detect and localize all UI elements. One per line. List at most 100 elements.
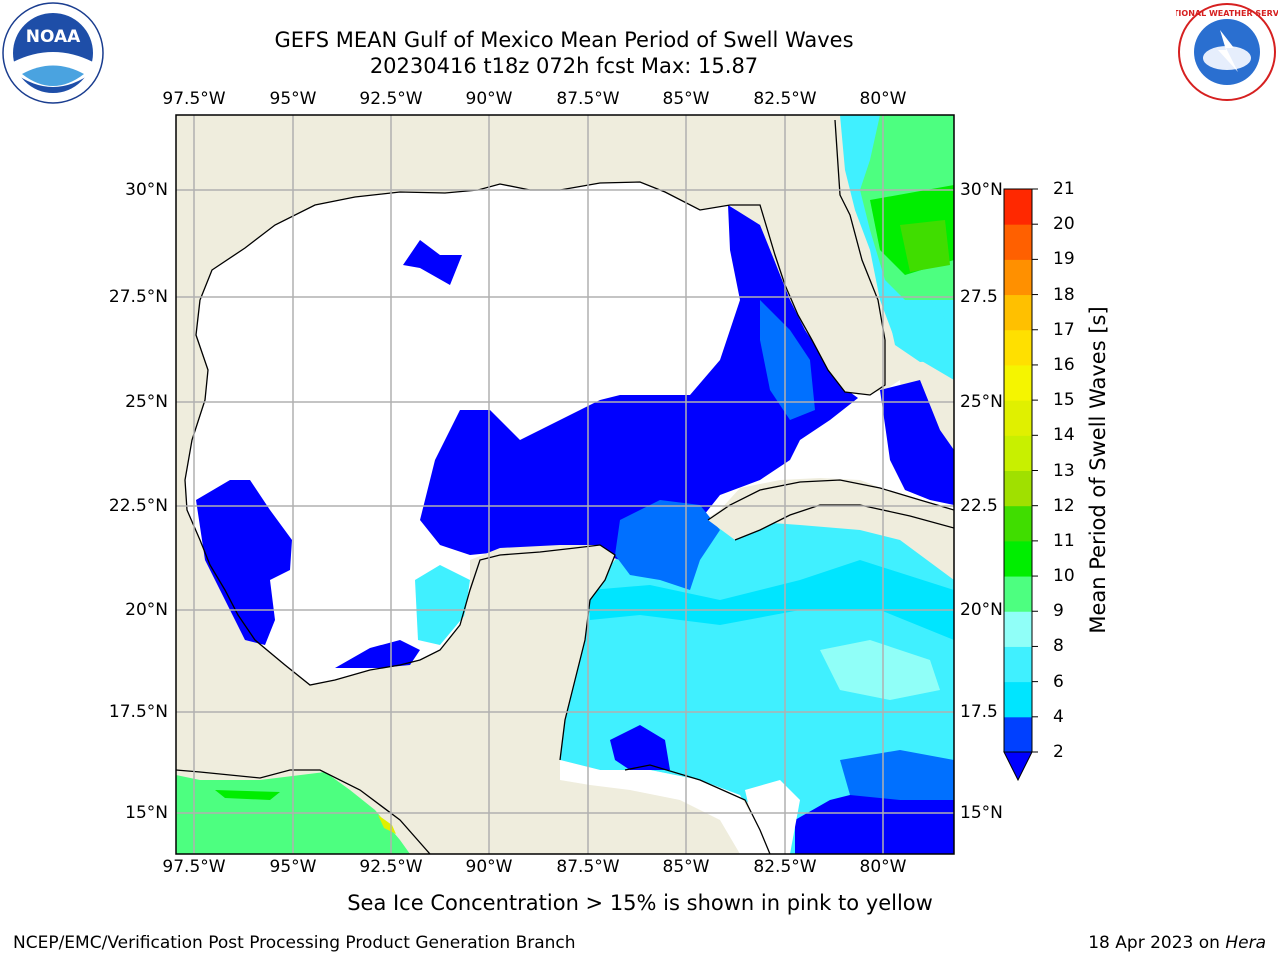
map-frame	[175, 114, 955, 855]
lat-right-label: 20°N	[960, 600, 1003, 620]
colorbar-swatch	[1004, 681, 1032, 718]
lon-bot-label: 97.5°W	[162, 857, 226, 877]
lat-left-label: 27.5°N	[108, 287, 168, 307]
florida	[760, 195, 885, 395]
white-carib-gap	[560, 760, 770, 854]
gulf-swell-blue-main	[420, 205, 858, 560]
gridlines	[176, 115, 954, 854]
colorbar-swatch	[1004, 259, 1032, 296]
coastlines	[176, 119, 954, 854]
colorbar-swatch	[1004, 400, 1032, 436]
lat-left-label: 15°N	[125, 803, 168, 823]
carib-cyan-band	[590, 560, 954, 640]
colorbar-tick-label: 12	[1053, 495, 1075, 516]
colorbar-tick-label: 18	[1053, 284, 1075, 305]
colorbar-swatch	[1004, 364, 1032, 401]
chart-subtitle: 20230416 t18z 072h fcst Max: 15.87	[369, 54, 759, 78]
colorbar-tick-label: 21	[1053, 179, 1075, 199]
lat-right-label: 15°N	[960, 803, 1003, 823]
colorbar-swatch	[1004, 505, 1032, 542]
gulf-swell-blue-west	[196, 480, 292, 645]
colorbar-under-arrow	[1003, 751, 1033, 782]
colorbar-tick-label: 9	[1053, 601, 1064, 622]
colorbar-tick-label: 2	[1053, 742, 1064, 762]
white-carib-honduras-gap	[745, 780, 800, 854]
lon-top-label: 80°W	[859, 89, 907, 109]
colorbar-swatch	[1004, 540, 1032, 577]
lon-bot-label: 80°W	[859, 857, 907, 877]
lat-left-label: 20°N	[125, 600, 168, 620]
svg-text:NATIONAL WEATHER SERVICE: NATIONAL WEATHER SERVICE	[1176, 9, 1278, 18]
footer-date: 18 Apr 2023 on Hera	[1088, 933, 1266, 953]
carib-blue-honduras	[610, 725, 670, 770]
gulf-swell-blue-south	[335, 640, 420, 668]
colorbar-tick-label: 13	[1053, 460, 1075, 481]
lon-bot-label: 92.5°W	[359, 857, 423, 877]
lon-bot-label: 85°W	[662, 857, 710, 877]
colorbar-tick-label: 11	[1053, 530, 1075, 551]
lat-right-label: 17.5	[960, 702, 998, 722]
map-field	[176, 115, 954, 854]
atlantic-swell-olive	[900, 220, 950, 272]
bahamas-cyan	[885, 300, 954, 362]
colorbar-tick-label: 16	[1053, 354, 1075, 375]
carib-blue-southeast	[795, 790, 954, 854]
lon-bot-label: 90°W	[465, 857, 513, 877]
colorbar-tick-label: 10	[1053, 566, 1075, 587]
colorbar-tick-label: 8	[1053, 636, 1064, 657]
sea-ice-note: Sea Ice Concentration > 15% is shown in …	[347, 891, 933, 915]
colorbar-tick-label: 20	[1053, 214, 1075, 235]
lon-bot-label: 95°W	[269, 857, 317, 877]
colorbar	[1003, 188, 1038, 782]
colorbar-swatch	[1004, 470, 1032, 507]
colorbar-swatch	[1004, 611, 1032, 647]
colorbar-swatch	[1004, 294, 1032, 331]
colorbar-tick-label: 4	[1053, 706, 1064, 727]
gulf-swell-blue-fl	[760, 300, 815, 420]
lat-right-label: 30°N	[960, 180, 1003, 200]
colorbar-swatch	[1004, 716, 1032, 753]
lon-bot-label: 87.5°W	[556, 857, 620, 877]
svg-text:NOAA: NOAA	[26, 27, 81, 47]
noaa-logo: NOAA	[2, 2, 104, 104]
colorbar-label: Mean Period of Swell Waves [s]	[1086, 306, 1110, 634]
lat-right-label: 27.5	[960, 287, 998, 307]
gulf-swell-blue-north	[403, 240, 462, 285]
colorbar-tick-label: 6	[1053, 671, 1064, 692]
lat-left-label: 22.5°N	[108, 496, 168, 516]
colorbar-swatch	[1004, 435, 1032, 471]
colorbar-swatch	[1004, 576, 1032, 612]
colorbar-tick-label: 15	[1053, 390, 1075, 411]
colorbar-tick-label: 19	[1053, 249, 1075, 270]
colorbar-swatch	[1004, 224, 1032, 260]
footer-credit: NCEP/EMC/Verification Post Processing Pr…	[13, 933, 576, 953]
colorbar-tick-label: 17	[1053, 319, 1075, 340]
lon-top-label: 90°W	[465, 89, 513, 109]
footer-host: Hera	[1225, 933, 1266, 953]
straits-blue	[880, 380, 954, 505]
chart-title: GEFS MEAN Gulf of Mexico Mean Period of …	[274, 28, 854, 52]
lon-top-label: 87.5°W	[556, 89, 620, 109]
carib-blue-yucatan	[615, 500, 720, 590]
nws-logo: NATIONAL WEATHER SERVICE	[1176, 3, 1278, 101]
colorbar-swatch	[1004, 189, 1032, 225]
lon-top-label: 85°W	[662, 89, 710, 109]
lon-top-label: 92.5°W	[359, 89, 423, 109]
colorbar-swatch	[1004, 329, 1032, 366]
gulf-swell-cyan-campeche	[415, 565, 470, 645]
colorbar-tick-label: 14	[1053, 425, 1075, 446]
lat-left-label: 30°N	[125, 180, 168, 200]
carib-cyan-lightpatch	[820, 640, 940, 700]
lat-right-label: 25°N	[960, 392, 1003, 412]
lat-right-label: 22.5	[960, 496, 998, 516]
footer-date-text: 18 Apr 2023 on	[1088, 933, 1226, 953]
lat-left-label: 17.5°N	[108, 702, 168, 722]
lon-top-label: 97.5°W	[162, 89, 226, 109]
lon-top-label: 95°W	[269, 89, 317, 109]
lon-top-label: 82.5°W	[753, 89, 817, 109]
carib-blue-east	[840, 750, 954, 800]
pacific-swell-dark	[215, 790, 280, 800]
colorbar-swatch	[1004, 646, 1032, 683]
lon-bot-label: 82.5°W	[753, 857, 817, 877]
